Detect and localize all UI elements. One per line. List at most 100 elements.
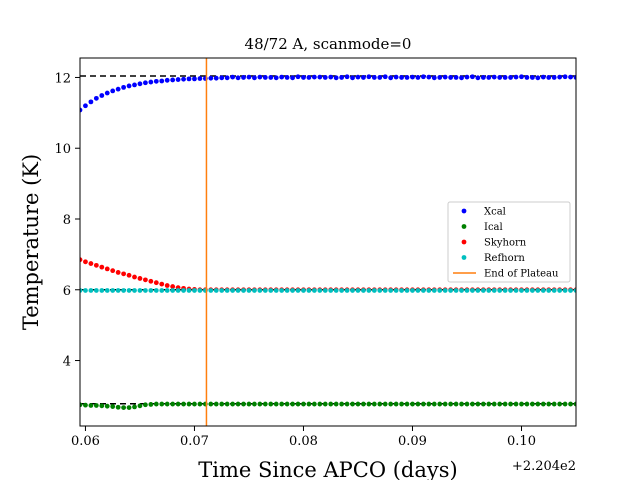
point-xcal-58 (393, 74, 399, 80)
point-skyhorn-0 (80, 257, 83, 263)
point-refhorn-3 (93, 288, 99, 293)
x-tick-label: 0.07 (180, 434, 209, 449)
point-xcal-30 (241, 75, 246, 80)
point-refhorn-55 (377, 288, 383, 293)
point-xcal-26 (219, 75, 225, 81)
point-xcal-88 (557, 74, 563, 80)
point-refhorn-60 (404, 288, 410, 293)
point-xcal-57 (388, 75, 394, 81)
point-ical-60 (404, 401, 410, 407)
point-refhorn-70 (459, 288, 464, 293)
point-xcal-90 (568, 74, 573, 80)
y-tick-label: 6 (63, 284, 71, 299)
point-refhorn-37 (279, 288, 285, 293)
point-xcal-6 (110, 88, 116, 94)
plot-area (80, 58, 576, 426)
point-refhorn-19 (181, 288, 186, 293)
point-refhorn-69 (453, 288, 459, 293)
point-xcal-84 (535, 75, 541, 81)
legend-marker-skyhorn (461, 239, 467, 245)
point-xcal-32 (252, 75, 257, 81)
point-ical-42 (306, 401, 312, 407)
point-xcal-10 (132, 82, 137, 88)
point-refhorn-17 (170, 288, 176, 293)
point-refhorn-67 (442, 288, 448, 293)
y-tick-label: 4 (63, 355, 71, 370)
point-xcal-53 (366, 74, 372, 80)
point-ical-85 (540, 401, 546, 407)
point-refhorn-78 (502, 288, 508, 293)
point-refhorn-72 (470, 288, 475, 293)
point-ical-11 (137, 403, 143, 409)
point-ical-29 (235, 401, 241, 407)
point-refhorn-75 (486, 288, 492, 293)
point-ical-88 (557, 401, 563, 407)
point-xcal-8 (121, 84, 127, 90)
point-xcal-33 (257, 74, 263, 80)
point-ical-90 (568, 401, 573, 407)
point-refhorn-90 (568, 288, 573, 293)
point-xcal-19 (181, 76, 186, 82)
point-xcal-73 (475, 75, 481, 81)
x-tick-label: 0.09 (398, 434, 427, 449)
point-refhorn-14 (153, 288, 159, 293)
point-refhorn-59 (399, 288, 404, 293)
point-refhorn-6 (110, 288, 116, 293)
point-refhorn-41 (301, 288, 306, 293)
point-xcal-44 (317, 74, 323, 80)
point-refhorn-77 (497, 288, 503, 293)
point-ical-50 (350, 401, 355, 407)
y-tick-label: 10 (54, 142, 71, 157)
point-refhorn-89 (562, 288, 568, 293)
point-xcal-69 (453, 75, 459, 80)
point-xcal-54 (371, 75, 377, 80)
point-refhorn-9 (126, 288, 132, 293)
point-ical-75 (486, 401, 492, 407)
point-refhorn-65 (431, 288, 437, 293)
point-ical-68 (448, 401, 454, 407)
point-refhorn-20 (186, 288, 192, 293)
point-xcal-9 (126, 83, 132, 89)
point-ical-0 (80, 402, 83, 408)
point-xcal-22 (197, 76, 203, 81)
point-xcal-15 (159, 78, 165, 84)
legend-box (447, 201, 571, 283)
point-ical-34 (262, 401, 268, 407)
point-xcal-55 (377, 75, 383, 80)
point-refhorn-82 (524, 288, 530, 293)
point-ical-38 (284, 401, 290, 407)
point-refhorn-91 (573, 288, 576, 293)
point-refhorn-40 (295, 288, 301, 293)
point-refhorn-44 (317, 288, 323, 293)
point-skyhorn-15 (159, 281, 165, 287)
point-ical-59 (399, 401, 404, 407)
point-xcal-66 (437, 75, 443, 80)
point-refhorn-8 (121, 288, 127, 293)
point-ical-37 (279, 401, 285, 407)
point-ical-69 (453, 401, 459, 407)
point-refhorn-13 (148, 288, 154, 293)
point-ical-76 (491, 401, 497, 407)
point-refhorn-80 (513, 288, 519, 293)
point-ical-6 (110, 404, 116, 409)
point-xcal-87 (551, 75, 557, 80)
point-ical-64 (426, 401, 432, 407)
y-tick-label: 12 (54, 71, 71, 86)
point-xcal-13 (148, 79, 154, 85)
legend-label: End of Plateau (484, 269, 559, 280)
point-xcal-3 (93, 95, 99, 101)
point-skyhorn-17 (170, 284, 176, 289)
point-xcal-64 (426, 74, 432, 80)
point-refhorn-28 (230, 288, 236, 293)
point-xcal-38 (284, 75, 290, 80)
point-xcal-12 (143, 80, 148, 86)
point-ical-3 (93, 403, 99, 408)
point-ical-14 (153, 401, 159, 407)
point-refhorn-76 (491, 288, 497, 293)
point-refhorn-1 (83, 288, 88, 293)
point-ical-10 (132, 404, 137, 410)
point-xcal-34 (262, 75, 268, 80)
point-xcal-67 (442, 74, 448, 80)
point-refhorn-57 (388, 288, 394, 293)
point-refhorn-39 (290, 288, 295, 293)
